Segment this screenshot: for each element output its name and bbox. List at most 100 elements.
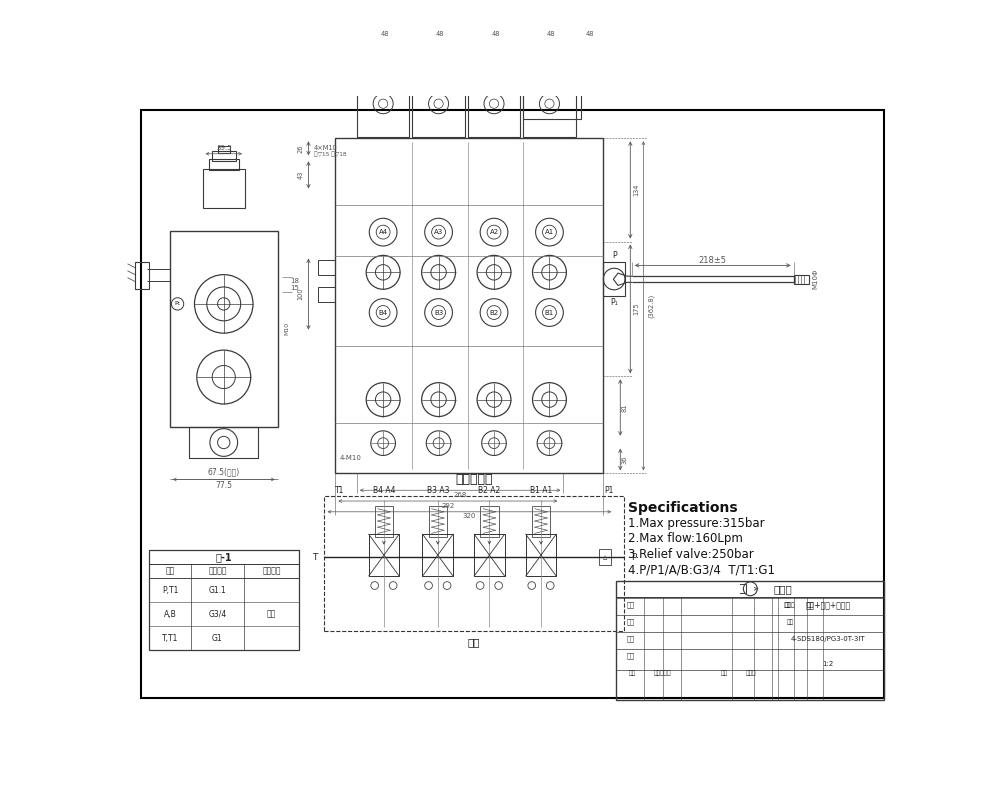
- Text: B2 A2: B2 A2: [478, 486, 501, 494]
- Text: 4.P/P1/A/B:G3/4  T/T1:G1: 4.P/P1/A/B:G3/4 T/T1:G1: [628, 563, 775, 576]
- Bar: [149, 564, 299, 578]
- Text: 3.Relief valve:250bar: 3.Relief valve:250bar: [628, 548, 754, 561]
- Text: 48: 48: [547, 30, 555, 37]
- Bar: [480, 506, 499, 537]
- Text: B1: B1: [545, 310, 554, 315]
- Text: 连接方式: 连接方式: [262, 566, 281, 575]
- Text: (362.8): (362.8): [648, 294, 654, 318]
- Text: △: △: [603, 554, 607, 559]
- Text: 年月日: 年月日: [746, 670, 756, 676]
- Text: 串联: 串联: [267, 610, 276, 618]
- Text: P: P: [631, 553, 636, 562]
- Text: A1: A1: [545, 229, 554, 235]
- Text: 36: 36: [622, 455, 628, 464]
- Text: G3/4: G3/4: [208, 610, 227, 618]
- Text: 175: 175: [633, 302, 639, 315]
- Text: 67.5(轴距): 67.5(轴距): [208, 467, 240, 476]
- Text: G1: G1: [212, 634, 223, 643]
- Text: 268: 268: [453, 492, 467, 498]
- Text: B3: B3: [434, 310, 443, 315]
- Text: 48: 48: [585, 30, 594, 37]
- Bar: [794, 274, 809, 284]
- Bar: [558, 47, 563, 55]
- Text: M10: M10: [284, 322, 289, 335]
- Text: 81: 81: [622, 403, 628, 412]
- Bar: [209, 159, 239, 170]
- Text: 134: 134: [633, 184, 639, 196]
- Text: B4 A4: B4 A4: [373, 486, 395, 494]
- Text: 292: 292: [441, 502, 454, 509]
- Text: 重量: 重量: [807, 602, 814, 608]
- Bar: [474, 534, 505, 576]
- Text: 43: 43: [298, 170, 304, 179]
- Text: P₁: P₁: [174, 302, 181, 306]
- Text: 26: 26: [298, 144, 304, 153]
- Bar: [318, 260, 335, 275]
- Text: 处数: 处数: [628, 670, 635, 676]
- Text: 表-1: 表-1: [216, 552, 232, 562]
- Text: 串联: 串联: [468, 637, 480, 647]
- Text: 联接规格: 联接规格: [208, 566, 227, 575]
- Text: 100: 100: [298, 288, 304, 300]
- Bar: [468, 69, 520, 137]
- Text: Specifications: Specifications: [628, 501, 738, 515]
- Bar: [368, 54, 399, 70]
- Text: 外形图: 外形图: [773, 584, 792, 594]
- Bar: [603, 262, 625, 296]
- Text: A,B: A,B: [164, 610, 176, 618]
- Bar: [538, 47, 543, 55]
- Bar: [422, 534, 453, 576]
- Text: 4-SDS180/PG3-0T-3IT: 4-SDS180/PG3-0T-3IT: [791, 636, 865, 642]
- Bar: [149, 550, 299, 650]
- Bar: [531, 42, 569, 70]
- Bar: [616, 581, 884, 701]
- Text: 18: 18: [290, 278, 299, 284]
- Bar: [532, 506, 550, 537]
- Text: 标准化: 标准化: [785, 602, 796, 608]
- Bar: [534, 54, 565, 70]
- Text: 签名: 签名: [721, 670, 728, 676]
- Bar: [523, 69, 576, 137]
- Text: 39.5: 39.5: [216, 146, 232, 151]
- Bar: [357, 69, 409, 137]
- Text: 48: 48: [380, 30, 389, 37]
- Text: B3 A3: B3 A3: [427, 486, 449, 494]
- Text: 更改文件号: 更改文件号: [654, 670, 671, 676]
- Bar: [423, 54, 454, 70]
- Bar: [189, 427, 258, 458]
- Bar: [335, 138, 603, 474]
- Bar: [203, 169, 245, 208]
- Text: P,T1: P,T1: [162, 586, 178, 594]
- Bar: [526, 534, 556, 576]
- Text: 批准: 批准: [626, 635, 634, 642]
- Text: A3: A3: [434, 229, 443, 235]
- Text: 制图: 制图: [626, 602, 634, 608]
- Bar: [523, 69, 581, 119]
- Bar: [412, 69, 465, 137]
- Text: 工艺: 工艺: [626, 653, 634, 659]
- Bar: [149, 550, 299, 564]
- Text: 四联+单联+双触点: 四联+单联+双触点: [806, 601, 851, 610]
- Bar: [599, 550, 611, 565]
- Bar: [318, 286, 335, 302]
- Text: 4×M10: 4×M10: [314, 145, 338, 150]
- Text: P₁: P₁: [610, 298, 618, 306]
- Text: 校对: 校对: [787, 619, 794, 625]
- Bar: [212, 151, 236, 161]
- Text: T1: T1: [335, 486, 344, 494]
- Text: 218±5: 218±5: [699, 255, 727, 265]
- Text: 液压原理图: 液压原理图: [455, 473, 493, 486]
- Bar: [218, 146, 230, 153]
- Text: 审核: 审核: [626, 618, 634, 626]
- Text: T: T: [312, 553, 317, 562]
- Text: B4: B4: [379, 310, 388, 315]
- Text: B1 A1: B1 A1: [530, 486, 552, 494]
- Text: 48: 48: [491, 30, 500, 37]
- Bar: [548, 47, 553, 55]
- Text: 15: 15: [290, 286, 299, 291]
- Bar: [369, 534, 399, 576]
- Text: 2.Max flow:160Lpm: 2.Max flow:160Lpm: [628, 532, 743, 546]
- Text: 4-M10: 4-M10: [339, 455, 361, 461]
- Text: 320: 320: [463, 514, 476, 519]
- Text: T,T1: T,T1: [162, 634, 178, 643]
